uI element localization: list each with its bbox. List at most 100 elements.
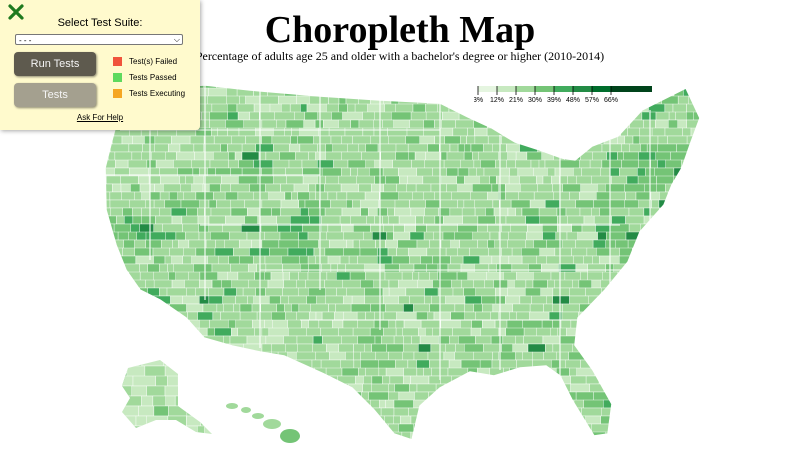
county	[611, 407, 621, 417]
county	[449, 143, 459, 153]
county	[467, 407, 483, 417]
county	[382, 287, 390, 297]
county	[236, 287, 244, 297]
county	[520, 135, 531, 145]
county	[180, 199, 200, 209]
county	[271, 207, 281, 217]
county	[672, 407, 687, 417]
county	[296, 335, 314, 345]
county	[302, 175, 318, 185]
county	[673, 295, 685, 305]
county	[699, 271, 700, 289]
county	[648, 303, 657, 313]
county	[444, 135, 461, 145]
county	[219, 183, 231, 193]
county	[297, 191, 310, 201]
county	[187, 327, 200, 337]
county	[111, 327, 119, 337]
county	[111, 415, 123, 425]
county	[440, 199, 458, 209]
county	[419, 335, 439, 345]
county	[254, 327, 263, 337]
county	[552, 295, 570, 305]
county	[407, 175, 423, 185]
county	[656, 279, 674, 289]
county	[668, 247, 683, 257]
county	[415, 215, 424, 225]
county	[402, 351, 415, 361]
county	[470, 423, 481, 440]
close-icon[interactable]	[7, 3, 25, 21]
county	[371, 375, 383, 385]
county	[699, 391, 700, 409]
county	[504, 423, 517, 440]
county	[418, 327, 426, 337]
county	[572, 279, 580, 289]
county	[206, 327, 215, 337]
county	[183, 247, 197, 257]
county	[579, 135, 591, 145]
county	[168, 191, 178, 201]
county	[603, 335, 616, 345]
county	[289, 399, 297, 409]
county	[197, 425, 205, 434]
county	[373, 423, 389, 440]
county	[386, 231, 394, 241]
county	[297, 135, 314, 145]
county	[674, 327, 691, 337]
legend-swatch	[611, 86, 630, 92]
county	[507, 207, 517, 217]
county	[186, 385, 205, 397]
county	[229, 351, 247, 361]
county	[472, 231, 491, 241]
county	[489, 431, 507, 440]
county	[279, 231, 299, 241]
county	[518, 399, 527, 409]
ask-for-help-link[interactable]: Ask For Help	[76, 113, 124, 122]
county	[255, 143, 274, 153]
county	[624, 135, 634, 145]
county	[145, 231, 166, 241]
tests-button[interactable]: Tests	[14, 83, 96, 107]
county	[437, 431, 445, 440]
county	[261, 199, 282, 209]
county	[476, 391, 488, 409]
county	[542, 231, 556, 241]
county	[115, 431, 128, 440]
county	[214, 327, 232, 337]
county	[265, 287, 283, 297]
county	[484, 279, 494, 289]
county	[194, 399, 203, 409]
county	[189, 375, 210, 385]
county	[446, 415, 455, 425]
county	[489, 415, 505, 425]
run-tests-button[interactable]: Run Tests	[14, 52, 96, 76]
county	[591, 207, 600, 217]
county	[523, 415, 543, 425]
county	[621, 143, 630, 153]
county	[208, 295, 223, 305]
county	[687, 199, 700, 209]
county	[128, 231, 137, 241]
county	[411, 85, 429, 97]
legend-swatch	[554, 86, 573, 92]
county	[250, 359, 263, 377]
county	[178, 359, 192, 377]
county	[170, 207, 187, 217]
county	[667, 135, 688, 145]
county	[705, 336, 714, 344]
county	[141, 215, 156, 225]
county	[460, 399, 477, 409]
county	[452, 85, 463, 97]
county	[166, 287, 187, 297]
county	[209, 111, 228, 121]
county	[624, 183, 645, 193]
county	[467, 127, 475, 137]
test-suite-select[interactable]: - - - ⌵	[15, 34, 183, 45]
county	[290, 383, 306, 393]
county	[379, 191, 400, 201]
county	[710, 416, 722, 424]
county	[122, 375, 134, 387]
county	[271, 367, 290, 377]
county	[505, 295, 521, 305]
